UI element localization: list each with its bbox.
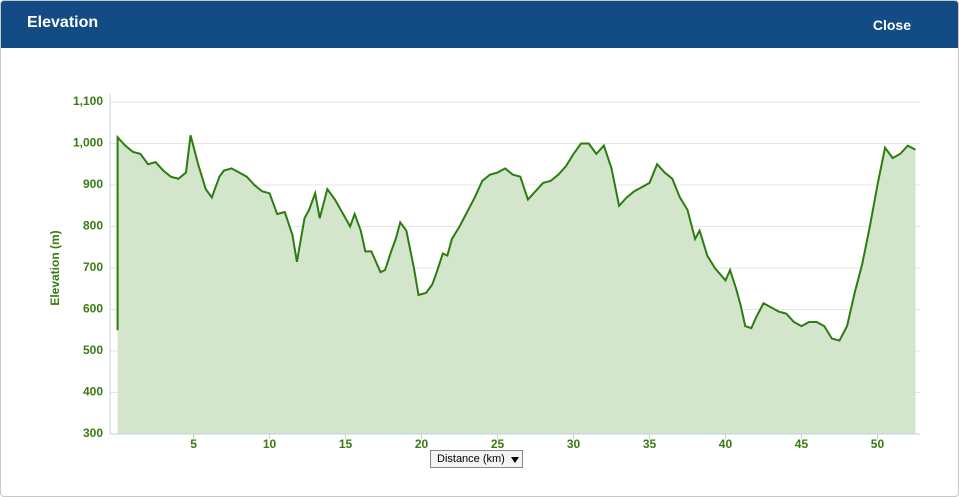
x-tick-label: 50 [871, 437, 885, 451]
x-axis-label: Distance (km) [437, 453, 505, 465]
y-tick-label: 700 [83, 260, 103, 274]
x-tick-label: 15 [339, 437, 353, 451]
close-button[interactable]: Close [872, 17, 911, 33]
x-tick-label: 20 [415, 437, 429, 451]
x-tick-label: 25 [491, 437, 505, 451]
y-tick-label: 400 [83, 385, 103, 399]
x-tick-label: 45 [795, 437, 809, 451]
y-axis-label: Elevation (m) [48, 230, 62, 305]
x-tick-label: 40 [719, 437, 733, 451]
x-tick-label: 5 [190, 437, 197, 451]
elevation-line [116, 134, 916, 342]
y-tick-label: 800 [83, 219, 103, 233]
y-tick-label: 300 [83, 426, 103, 440]
x-tick-label: 35 [643, 437, 657, 451]
x-tick-label: 10 [263, 437, 277, 451]
y-tick-label: 1,000 [73, 136, 103, 150]
y-tick-label: 500 [83, 343, 103, 357]
dialog-title: Elevation [27, 14, 99, 31]
dropdown-arrow [511, 457, 519, 463]
y-tick-label: 600 [83, 302, 103, 316]
y-tick-label: 900 [83, 177, 103, 191]
x-axis-selector[interactable]: Distance (km) [430, 450, 523, 468]
y-tick-label: 1,100 [73, 94, 103, 108]
dialog-header: Elevation Close [1, 1, 958, 48]
x-tick-label: 30 [567, 437, 581, 451]
area-fill [117, 135, 916, 434]
